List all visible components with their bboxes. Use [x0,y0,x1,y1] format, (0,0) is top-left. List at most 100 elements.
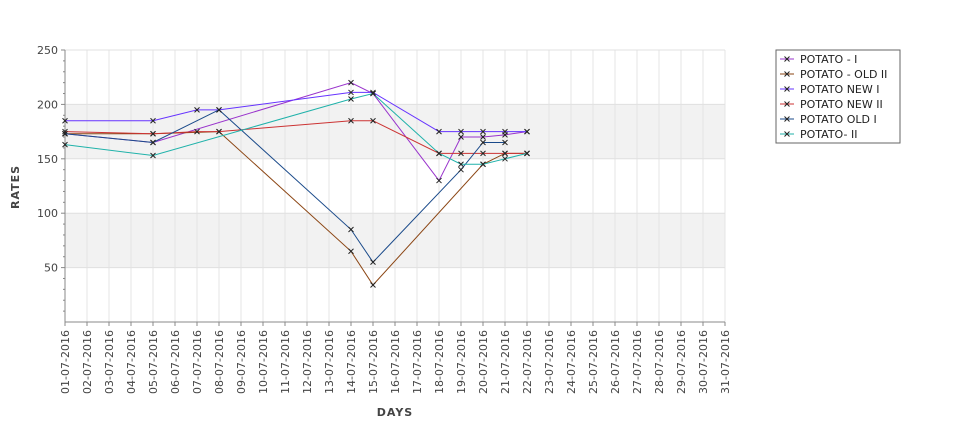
data-point-marker [436,150,442,157]
x-tick-label: 18-07-2016 [433,330,446,394]
x-tick-label: 28-07-2016 [653,330,666,394]
series-group [62,90,530,168]
data-point-marker [370,117,376,124]
data-point-marker [502,139,508,146]
x-tick-label: 03-07-2016 [103,330,116,394]
data-point-marker [370,259,376,266]
data-point-marker [524,150,530,157]
x-tick-label: 26-07-2016 [609,330,622,394]
data-point-marker [216,106,222,113]
data-point-marker [784,101,790,107]
x-tick-label: 04-07-2016 [125,330,138,394]
data-point-marker [348,117,354,124]
x-tick-label: 13-07-2016 [323,330,336,394]
x-tick-label: 19-07-2016 [455,330,468,394]
legend: POTATO - I POTATO - OLD II POTATO NEW I POT… [775,49,901,144]
x-tick-label: 30-07-2016 [697,330,710,394]
data-point-marker [784,116,790,122]
data-point-marker [784,56,790,62]
x-tick-label: 09-07-2016 [235,330,248,394]
data-point-marker [458,166,464,173]
x-axis-ticks: 01-07-2016 02-07-2016 03-07-2016 04-07-2016… [59,322,732,394]
y-tick-label: 250 [37,44,58,57]
x-tick-label: 29-07-2016 [675,330,688,394]
x-tick-label: 05-07-2016 [147,330,160,394]
data-point-marker [150,117,156,124]
x-axis-title: DAYS [377,406,413,419]
series-group [62,117,530,157]
data-point-marker [348,89,354,96]
series-line [64,109,505,263]
x-tick-label: 21-07-2016 [499,330,512,394]
data-point-marker [458,150,464,157]
x-tick-label: 11-07-2016 [279,330,292,394]
x-tick-label: 14-07-2016 [345,330,358,394]
y-axis-title: RATES [9,165,22,209]
data-point-marker [150,152,156,159]
data-point-marker [436,128,442,135]
data-point-marker [458,161,464,168]
data-point-marker [348,79,354,86]
data-point-marker [502,150,508,157]
x-tick-label: 15-07-2016 [367,330,380,394]
data-point-marker [194,106,200,113]
data-point-marker [502,155,508,162]
series-layer [62,79,530,288]
plot-grid [64,49,726,322]
data-point-marker [480,139,486,146]
x-tick-label: 12-07-2016 [301,330,314,394]
data-point-marker [62,128,68,135]
x-tick-label: 20-07-2016 [477,330,490,394]
data-point-marker [348,96,354,102]
y-tick-label: 100 [37,207,58,220]
x-tick-label: 24-07-2016 [565,330,578,394]
legend-entry-label: POTATO NEW I [800,83,880,96]
data-point-marker [348,248,354,255]
x-tick-label: 02-07-2016 [81,330,94,394]
data-point-marker [150,139,156,146]
data-point-marker [62,130,68,137]
x-tick-label: 07-07-2016 [191,330,204,394]
data-point-marker [458,128,464,135]
data-point-marker [150,130,156,137]
data-point-marker [502,128,508,135]
legend-box [775,49,901,144]
x-tick-label: 23-07-2016 [543,330,556,394]
data-point-marker [480,161,486,168]
x-tick-label: 31-07-2016 [719,330,732,394]
data-point-marker [784,86,790,92]
y-tick-label: 150 [37,153,58,166]
legend-entry-label: POTATO - OLD II [800,68,887,81]
x-tick-label: 22-07-2016 [521,330,534,394]
data-point-marker [370,282,376,288]
x-tick-label: 17-07-2016 [411,330,424,394]
x-tick-label: 08-07-2016 [213,330,226,394]
data-point-marker [524,128,530,135]
data-point-marker [480,134,486,140]
x-tick-label: 06-07-2016 [169,330,182,394]
data-point-marker [784,71,790,77]
x-tick-label: 10-07-2016 [257,330,270,394]
data-point-marker [458,134,464,140]
y-axis-ticks: 50 100 150 200 250 [37,44,65,312]
legend-entry-label: POTATO NEW II [800,98,883,111]
x-tick-label: 16-07-2016 [389,330,402,394]
data-point-marker [348,226,354,233]
x-tick-label: 27-07-2016 [631,330,644,394]
legend-entry-label: POTATO- II [800,128,857,141]
data-point-marker [480,128,486,135]
series-group [62,106,508,266]
data-point-marker [784,131,790,137]
data-point-marker [370,90,376,97]
data-point-marker [436,177,442,184]
legend-entry-label: POTATO OLD I [800,113,877,126]
data-point-marker [62,117,68,124]
y-tick-label: 50 [44,262,58,275]
x-tick-label: 01-07-2016 [59,330,72,394]
data-point-marker [62,141,68,148]
legend-entry-label: POTATO - I [800,53,857,66]
data-point-marker [194,128,200,135]
y-tick-label: 200 [37,98,58,111]
data-point-marker [216,128,222,135]
